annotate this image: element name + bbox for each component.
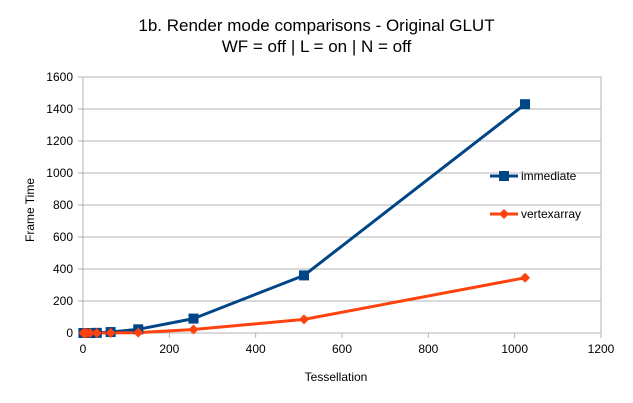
legend-marker-immediate — [499, 171, 509, 181]
y-tick-label: 800 — [53, 198, 73, 212]
y-axis-label: Frame Time — [23, 178, 37, 242]
x-axis-label: Tessellation — [305, 370, 368, 384]
data-point-vertexarray — [84, 328, 95, 338]
series-line-immediate — [82, 103, 526, 335]
y-tick-label: 200 — [53, 294, 73, 308]
x-tick-label: 600 — [332, 342, 352, 356]
data-point-vertexarray — [520, 272, 531, 283]
chart-subtitle: WF = off | L = on | N = off — [221, 37, 412, 56]
x-tick-label: 1000 — [501, 342, 528, 356]
data-point-immediate — [188, 313, 199, 324]
data-point-vertexarray — [188, 324, 199, 335]
legend-label-vertexarray: vertexarray — [521, 207, 581, 221]
y-tick-label: 400 — [53, 262, 73, 276]
x-tick-label: 400 — [246, 342, 266, 356]
data-point-vertexarray — [105, 327, 116, 338]
data-point-vertexarray — [133, 327, 144, 338]
x-tick-label: 200 — [159, 342, 179, 356]
x-tick-label: 0 — [80, 342, 87, 356]
y-tick-label: 1400 — [46, 102, 73, 116]
data-point-vertexarray — [91, 328, 102, 338]
legend-marker-vertexarray — [499, 209, 509, 219]
series-line-vertexarray — [82, 276, 526, 335]
y-tick-label: 1200 — [46, 134, 73, 148]
x-tick-label: 1200 — [588, 342, 615, 356]
y-tick-label: 1000 — [46, 166, 73, 180]
data-point-vertexarray — [299, 314, 310, 325]
y-tick-label: 0 — [66, 326, 73, 340]
legend-label-immediate: immediate — [521, 169, 577, 183]
x-tick-label: 800 — [418, 342, 438, 356]
y-tick-label: 600 — [53, 230, 73, 244]
data-point-immediate — [520, 99, 531, 110]
y-tick-label: 1600 — [46, 70, 73, 84]
chart-title: 1b. Render mode comparisons - Original G… — [138, 16, 495, 35]
data-point-immediate — [299, 270, 310, 281]
